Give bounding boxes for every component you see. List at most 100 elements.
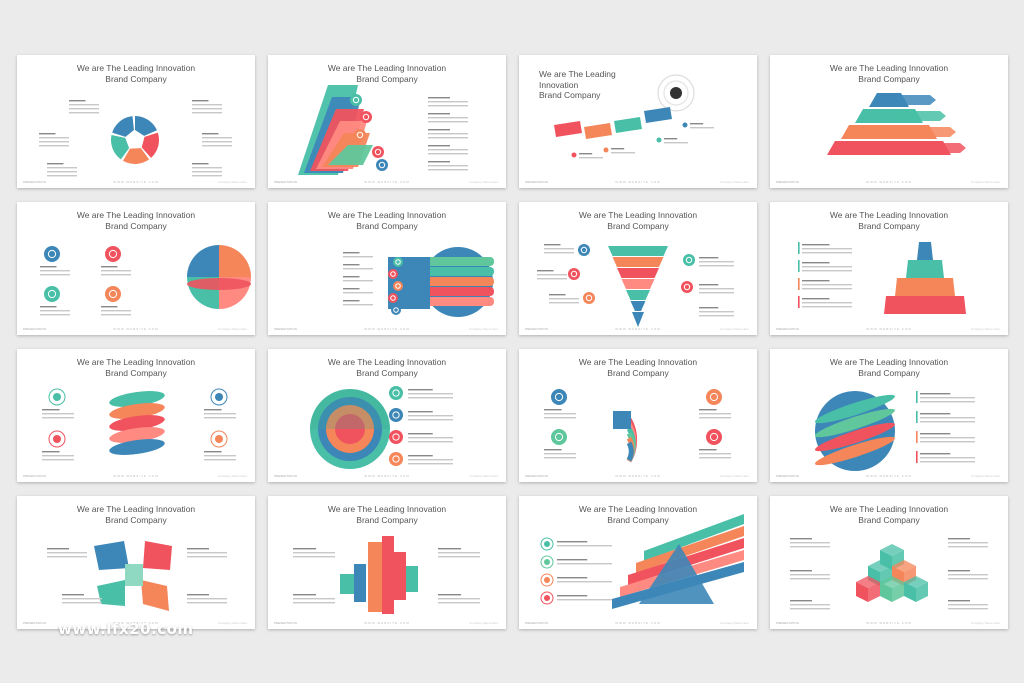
globe-ribbon [815,436,895,466]
footer-right: Company Name Here [468,327,498,331]
ribbon-band [328,145,373,165]
footer-left: PRESENTATION [23,621,46,625]
text-placeholder-line [544,413,576,415]
infographic [815,391,975,471]
text-placeholder-line [69,108,99,110]
text-placeholder-line [544,409,562,411]
slide-title-line1: We are The Leading Innovation [76,210,196,220]
text-placeholder-line [699,307,719,309]
text-placeholder-line [428,145,450,147]
slide-thumbnail[interactable]: We are The Leading Innovation Brand Compa… [17,496,255,629]
slide-thumbnail[interactable]: We are The Leading Innovation Brand Compa… [770,349,1008,482]
footer-right: Company Name Here [217,621,247,625]
slide-thumbnail[interactable]: We are The Leading Innovation Brand Compa… [519,55,757,188]
text-placeholder-line [557,559,588,561]
slide-thumbnail[interactable]: We are The Leading Innovation Brand Compa… [17,55,255,188]
icon-badge [376,159,388,171]
slide-thumbnail[interactable]: We are The Leading Innovation Brand Compa… [519,202,757,335]
infographic [540,514,744,609]
slide-title-line2: Brand Company [539,90,601,100]
slide-title-line2: Brand Company [858,367,920,378]
bullet-bar [798,296,800,308]
text-placeholder-line [408,419,453,421]
text-placeholder-line [192,112,222,114]
text-placeholder-line [948,578,988,580]
slide-thumbnail[interactable]: We are The Leading Innovation Brand Compa… [268,202,506,335]
text-placeholder-line [343,264,360,266]
target-center [670,87,682,99]
text-placeholder-line [40,314,70,316]
slide-graphic [42,388,236,461]
text-placeholder-line [802,306,852,308]
icon-badge [44,286,60,302]
footer-center: WWW.WEBSITE.COM [113,474,159,478]
slide-graphic [798,242,966,314]
slide-thumbnail[interactable]: We are The Leading Innovation Brand Compa… [770,496,1008,629]
slide-thumbnail[interactable]: We are The Leading Innovation Brand Compa… [17,202,255,335]
text-placeholder-line [428,137,468,139]
text-placeholder-line [428,161,450,163]
text-placeholder-line [187,552,227,554]
text-placeholder-line [204,413,236,415]
slide-title: We are The Leading Innovation Brand Compa… [17,210,255,231]
slide-thumbnail[interactable]: We are The Leading Innovation Brand Compa… [519,349,757,482]
text-placeholder-line [408,389,433,391]
step-dot [656,137,662,143]
text-placeholder-line [557,563,612,565]
text-placeholder-line [948,570,970,572]
slide-title-line1: We are The Leading Innovation [829,357,949,367]
text-placeholder-line [69,100,86,102]
footer-left: PRESENTATION [776,327,799,331]
footer-left: PRESENTATION [23,180,46,184]
slide-title: We are The Leading Innovation Brand Compa… [770,357,1008,378]
text-placeholder-line [544,417,576,419]
text-placeholder-line [192,104,222,106]
footer-right: Company Name Here [468,621,498,625]
icon-badge [105,286,121,302]
text-placeholder-line [428,113,450,115]
text-placeholder-line [664,142,688,144]
funnel-layer [621,279,655,289]
text-placeholder-line [408,415,453,417]
icon-badge [681,281,693,293]
slide-thumbnail[interactable]: We are The Leading Innovation Brand Compa… [519,496,757,629]
bullet-bar [798,278,800,290]
slide-thumbnail[interactable]: We are The Leading Innovation Brand Compa… [770,55,1008,188]
fold-block [141,580,169,611]
text-placeholder-line [192,108,222,110]
slide-graphic [815,391,975,471]
text-placeholder-line [187,602,227,604]
slide-thumbnail[interactable]: We are The Leading Innovation Brand Compa… [268,496,506,629]
cube-block [613,411,631,429]
text-placeholder-line [101,274,131,276]
slide-thumbnail[interactable]: We are The Leading Innovation Brand Compa… [770,202,1008,335]
text-placeholder-line [920,393,951,395]
text-placeholder-line [187,598,227,600]
footer-center: WWW.WEBSITE.COM [866,327,912,331]
slide-thumbnail[interactable]: We are The Leading Innovation Brand Compa… [17,349,255,482]
slide-thumbnail[interactable]: We are The Leading Innovation Brand Compa… [268,349,506,482]
text-placeholder-line [790,604,830,606]
text-placeholder-line [69,112,99,114]
slide-title-line2: Brand Company [105,514,167,525]
text-placeholder-line [47,175,77,177]
footer-center: WWW.WEBSITE.COM [615,180,661,184]
footer-right: Company Name Here [719,621,749,625]
block-column [394,552,406,600]
text-placeholder-line [544,449,562,451]
slide-title-line1: We are The Leading Innovation [327,504,447,514]
slide-graphic [47,541,227,611]
text-placeholder-line [544,252,574,254]
text-placeholder-line [101,306,118,308]
slide-thumbnail[interactable]: We are The Leading Innovation Brand Compa… [268,55,506,188]
text-placeholder-line [293,548,317,550]
text-placeholder-line [343,288,360,290]
text-placeholder-line [202,137,232,139]
text-placeholder-line [438,552,480,554]
slide-graphic [554,74,714,159]
footer-left: PRESENTATION [23,474,46,478]
icon-center [215,393,223,401]
text-placeholder-line [549,302,579,304]
text-placeholder-line [699,288,734,290]
step-dot [571,152,577,158]
